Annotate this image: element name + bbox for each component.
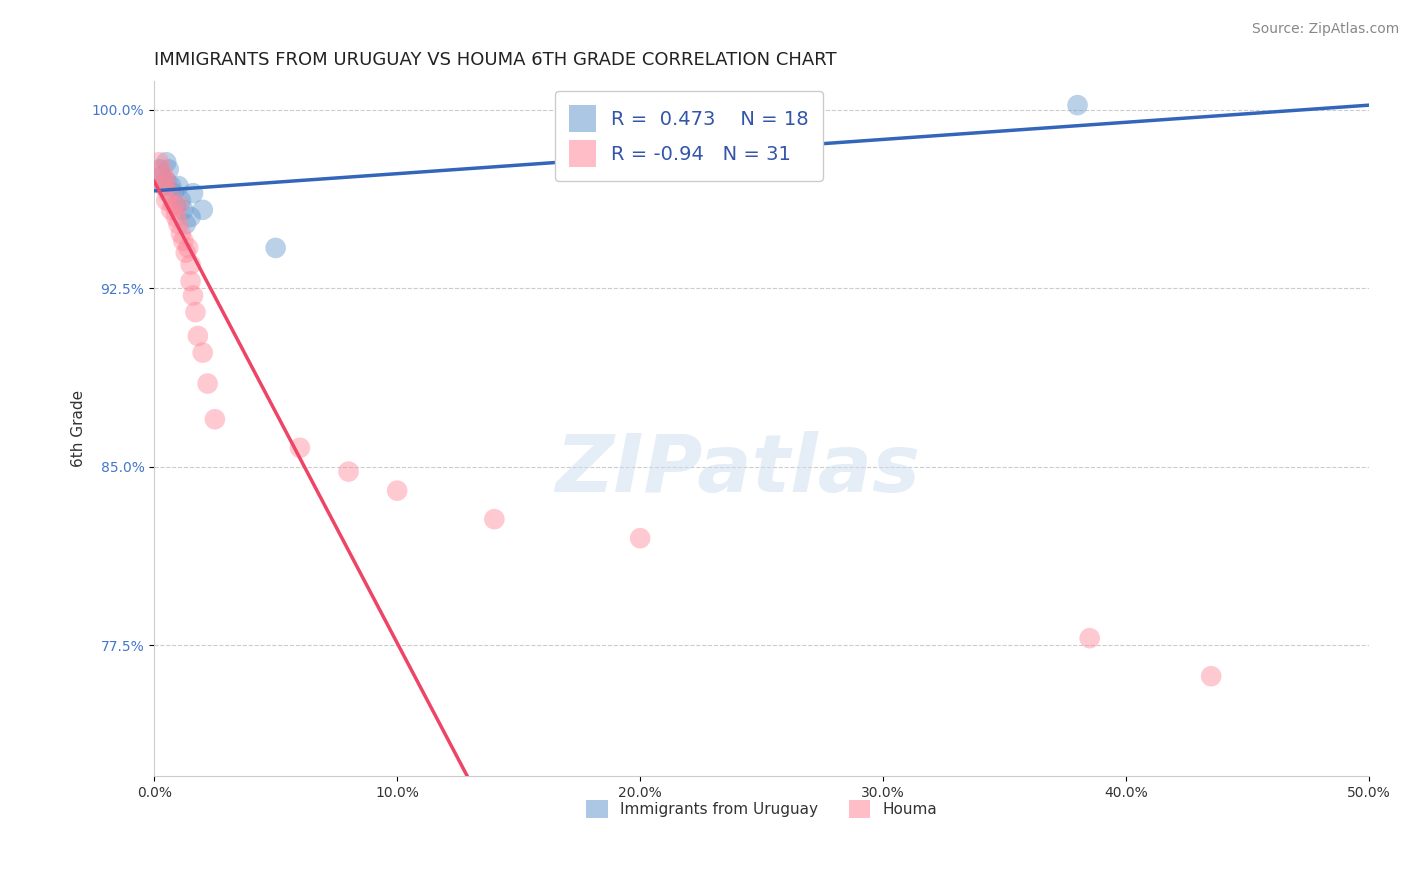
Point [162,186,184,201]
Point [153,169,176,184]
Point [167,217,190,231]
Point [180,210,202,224]
Point [628,531,651,545]
Point [187,329,209,343]
Point [170,194,193,208]
Point [191,202,214,217]
Point [337,465,360,479]
Point [148,162,170,177]
Point [167,198,190,212]
Point [264,241,287,255]
Point [150,162,173,177]
Legend: Immigrants from Uruguay, Houma: Immigrants from Uruguay, Houma [581,794,943,824]
Point [165,210,187,224]
Point [160,202,183,217]
Point [184,305,207,319]
Text: ZIPatlas: ZIPatlas [555,432,920,509]
Point [155,155,177,169]
Point [385,483,408,498]
Point [172,202,194,217]
Point [204,412,226,426]
Point [150,169,173,184]
Point [160,179,183,194]
Point [177,241,200,255]
Point [288,441,311,455]
Point [181,186,204,201]
Point [162,198,184,212]
Point [148,155,170,169]
Point [157,186,180,201]
Point [1078,631,1101,645]
Text: Source: ZipAtlas.com: Source: ZipAtlas.com [1251,22,1399,37]
Point [157,162,180,177]
Point [170,227,193,241]
Point [197,376,219,391]
Point [191,345,214,359]
Point [1066,98,1088,112]
Point [155,194,177,208]
Text: IMMIGRANTS FROM URUGUAY VS HOUMA 6TH GRADE CORRELATION CHART: IMMIGRANTS FROM URUGUAY VS HOUMA 6TH GRA… [155,51,837,69]
Point [174,217,197,231]
Y-axis label: 6th Grade: 6th Grade [72,390,86,467]
Point [484,512,506,526]
Point [155,174,177,188]
Point [167,179,190,194]
Point [1199,669,1222,683]
Point [153,179,176,194]
Point [181,288,204,302]
Point [155,174,177,188]
Point [180,258,202,272]
Point [153,179,176,194]
Point [165,198,187,212]
Point [180,274,202,288]
Point [172,234,194,248]
Point [174,245,197,260]
